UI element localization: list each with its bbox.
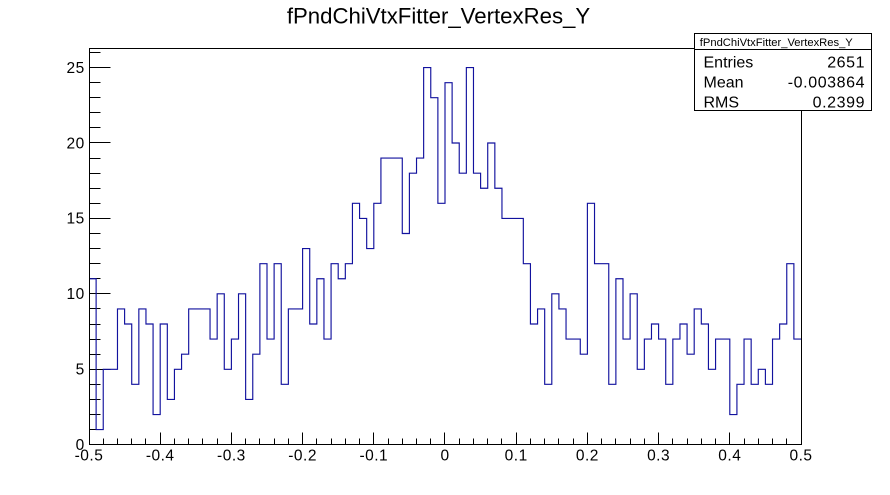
svg-text:-0.4: -0.4 [146,448,175,465]
svg-text:0.2399: 0.2399 [813,95,866,112]
svg-text:fPndChiVtxFitter_VertexRes_Y: fPndChiVtxFitter_VertexRes_Y [287,4,591,29]
svg-text:-0.5: -0.5 [75,448,104,465]
svg-text:Entries: Entries [704,54,754,71]
svg-text:-0.003864: -0.003864 [788,74,865,91]
svg-text:0.3: 0.3 [647,448,670,465]
svg-text:0.5: 0.5 [789,448,812,465]
svg-text:Mean: Mean [704,74,744,91]
svg-text:5: 5 [76,362,85,379]
svg-text:0: 0 [76,437,85,454]
svg-text:0.2: 0.2 [576,448,599,465]
svg-text:0: 0 [440,448,449,465]
svg-text:15: 15 [67,211,85,228]
svg-text:fPndChiVtxFitter_VertexRes_Y: fPndChiVtxFitter_VertexRes_Y [700,37,854,49]
svg-text:RMS: RMS [704,95,740,112]
svg-text:-0.1: -0.1 [359,448,388,465]
svg-text:-0.3: -0.3 [217,448,246,465]
svg-text:25: 25 [67,60,85,77]
svg-text:0.4: 0.4 [718,448,741,465]
svg-text:0.1: 0.1 [505,448,528,465]
svg-text:20: 20 [67,135,85,152]
svg-text:10: 10 [67,286,85,303]
svg-text:2651: 2651 [827,54,865,71]
svg-text:-0.2: -0.2 [288,448,317,465]
